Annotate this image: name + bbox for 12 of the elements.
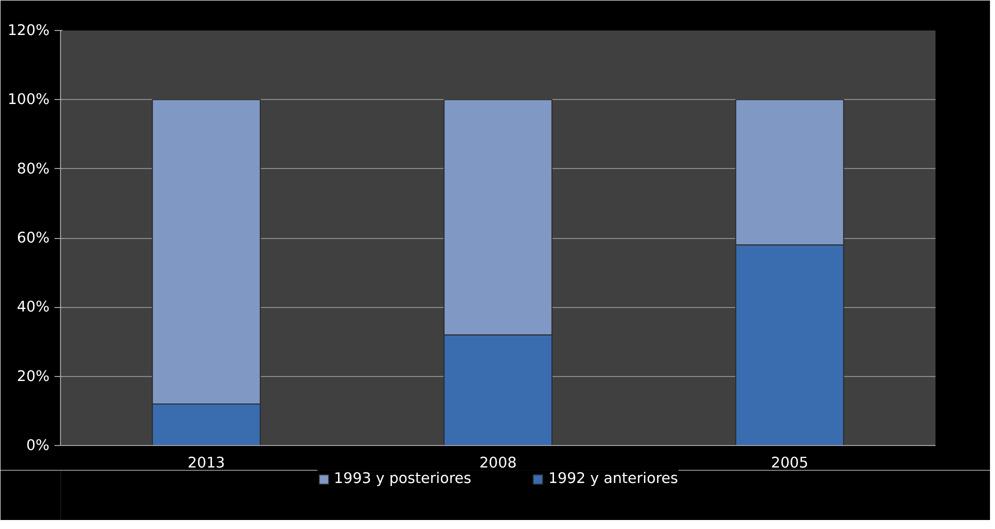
y-tick-label: 60% xyxy=(16,230,50,246)
x-tick-label: 2013 xyxy=(188,454,225,472)
y-tick-label: 80% xyxy=(16,160,50,178)
y-tick-label: 120% xyxy=(8,22,50,39)
x-tick-label: 2005 xyxy=(771,454,808,472)
x-tick-label: 2008 xyxy=(479,454,517,472)
y-tick-label: 40% xyxy=(16,298,50,316)
y-tick-label: 0% xyxy=(26,437,50,454)
y-tick-label: 20% xyxy=(16,368,50,385)
legend-label: 1992 y anteriores xyxy=(548,470,678,487)
legend-label: 1993 y posteriores xyxy=(334,470,472,487)
y-tick-label: 100% xyxy=(8,91,50,108)
